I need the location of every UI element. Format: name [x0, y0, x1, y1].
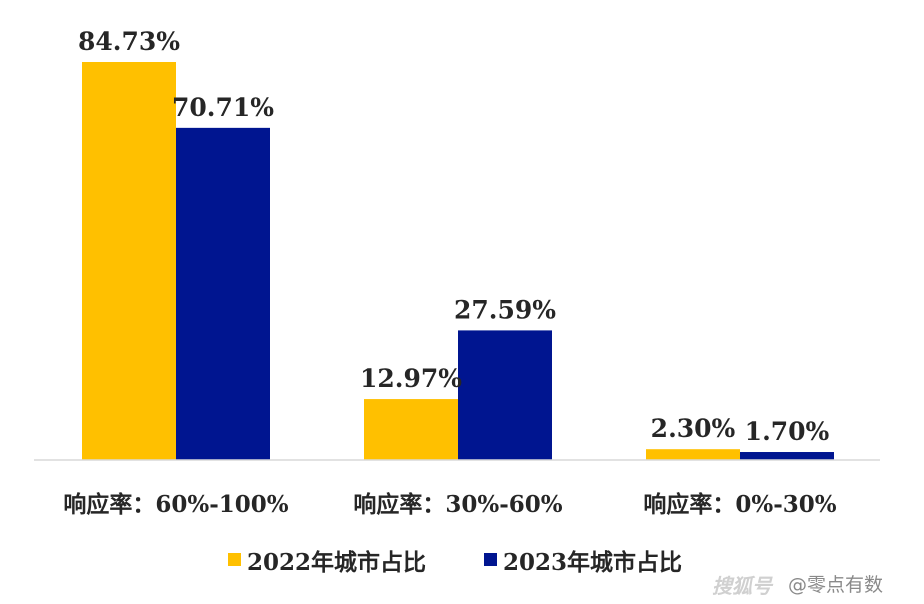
category-label-1: 响应率：60%-100% — [63, 491, 288, 518]
value-label-2-1: 70.71% — [172, 93, 274, 122]
value-labels-group: 84.73% 70.71% 12.97% 27.59% 2.30% 1.70% — [78, 27, 830, 446]
bar-2-3 — [740, 452, 834, 460]
value-label-2-3: 1.70% — [745, 417, 830, 446]
value-label-1-1: 84.73% — [78, 27, 180, 56]
legend-swatch-1 — [228, 553, 241, 566]
bar-2-2 — [458, 330, 552, 460]
category-labels-group: 响应率：60%-100% 响应率：30%-60% 响应率：0%-30% — [63, 491, 836, 518]
watermark-text: @零点有数 — [788, 574, 883, 596]
category-label-3: 响应率：0%-30% — [643, 491, 836, 518]
bars-group — [82, 62, 834, 460]
bar-2-1 — [176, 127, 270, 460]
legend-label-2: 2023年城市占比 — [503, 549, 682, 576]
value-label-2-2: 27.59% — [454, 295, 556, 324]
category-label-2: 响应率：30%-60% — [353, 491, 562, 518]
bar-1-2 — [364, 399, 458, 460]
bar-1-3 — [646, 449, 740, 460]
legend-label-1: 2022年城市占比 — [247, 549, 426, 576]
value-label-1-2: 12.97% — [360, 364, 462, 393]
legend-swatch-2 — [484, 553, 497, 566]
watermark: 搜狐号 @零点有数 — [712, 574, 883, 598]
value-label-1-3: 2.30% — [651, 414, 736, 443]
bar-1-1 — [82, 62, 176, 460]
watermark-logo: 搜狐号 — [712, 574, 774, 598]
legend: 2022年城市占比 2023年城市占比 — [228, 549, 682, 576]
